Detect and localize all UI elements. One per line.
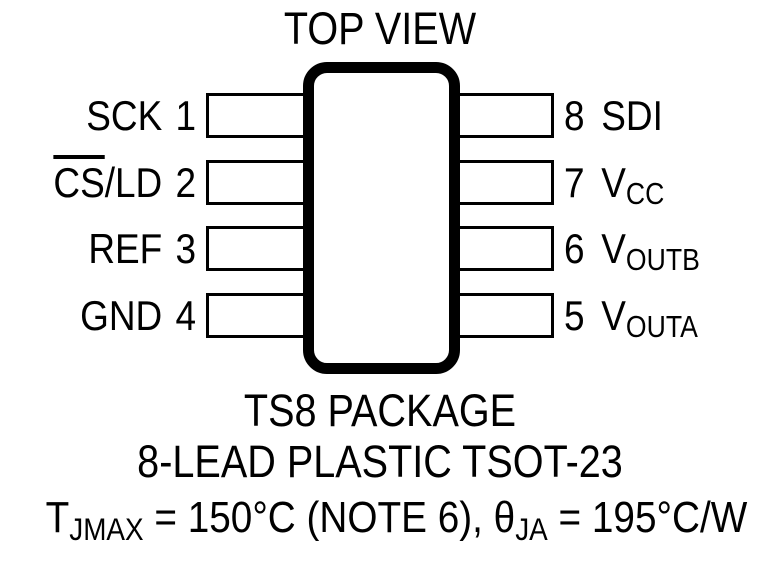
pin-lead-5 <box>453 293 554 338</box>
pin-label-1: SCK 1 <box>24 93 196 138</box>
pin-number-5: 5 <box>564 291 585 339</box>
tjmax-symbol: T <box>45 493 70 542</box>
theta-value: = 195°C/W <box>547 493 748 542</box>
pin-label-7: 7 VCC <box>564 158 665 212</box>
pin-number-1: 1 <box>175 91 196 139</box>
pin-number-6: 6 <box>564 224 585 272</box>
pin-lead-7 <box>453 160 554 205</box>
pin-name-sck: SCK <box>86 91 163 139</box>
pin-lead-6 <box>453 226 554 271</box>
pin-name-csld: CS/LD <box>53 158 163 206</box>
theta-subscript: JA <box>515 511 548 548</box>
pin-name-vcc: VCC <box>601 158 665 212</box>
pin-number-7: 7 <box>564 158 585 206</box>
pin-name-sdi: SDI <box>601 91 663 139</box>
pin-number-3: 3 <box>175 224 196 272</box>
top-view-title: TOP VIEW <box>283 3 477 54</box>
pin-label-8: 8 SDI <box>564 93 663 138</box>
package-description: 8-LEAD PLASTIC TSOT-23 <box>137 436 623 487</box>
pin-name-gnd: GND <box>80 291 163 339</box>
pin-label-3: REF 3 <box>24 226 196 271</box>
pin-lead-1 <box>206 93 310 138</box>
chip-body <box>303 62 460 374</box>
pin-label-6: 6 VOUTB <box>564 224 700 278</box>
tjmax-subscript: JMAX <box>69 511 144 548</box>
tjmax-value: = 150°C (NOTE 6), <box>143 493 494 542</box>
thermal-note: TJMAX = 150°C (NOTE 6), θJA = 195°C/W <box>45 493 748 546</box>
pin-label-2: CS/LD 2 <box>24 160 196 205</box>
package-name: TS8 PACKAGE <box>243 385 517 436</box>
pin-lead-2 <box>206 160 310 205</box>
pin-name-voutb: VOUTB <box>601 224 700 278</box>
pin-lead-3 <box>206 226 310 271</box>
pin-number-8: 8 <box>564 91 585 139</box>
pin-label-4: GND 4 <box>24 293 196 338</box>
pin-number-2: 2 <box>175 158 196 206</box>
pin-lead-4 <box>206 293 310 338</box>
pin-lead-8 <box>453 93 554 138</box>
theta-symbol: θ <box>493 493 516 542</box>
pin-number-4: 4 <box>175 291 196 339</box>
pin-label-5: 5 VOUTA <box>564 291 698 345</box>
pin-name-vouta: VOUTA <box>601 291 698 345</box>
pin-name-ref: REF <box>88 224 163 272</box>
